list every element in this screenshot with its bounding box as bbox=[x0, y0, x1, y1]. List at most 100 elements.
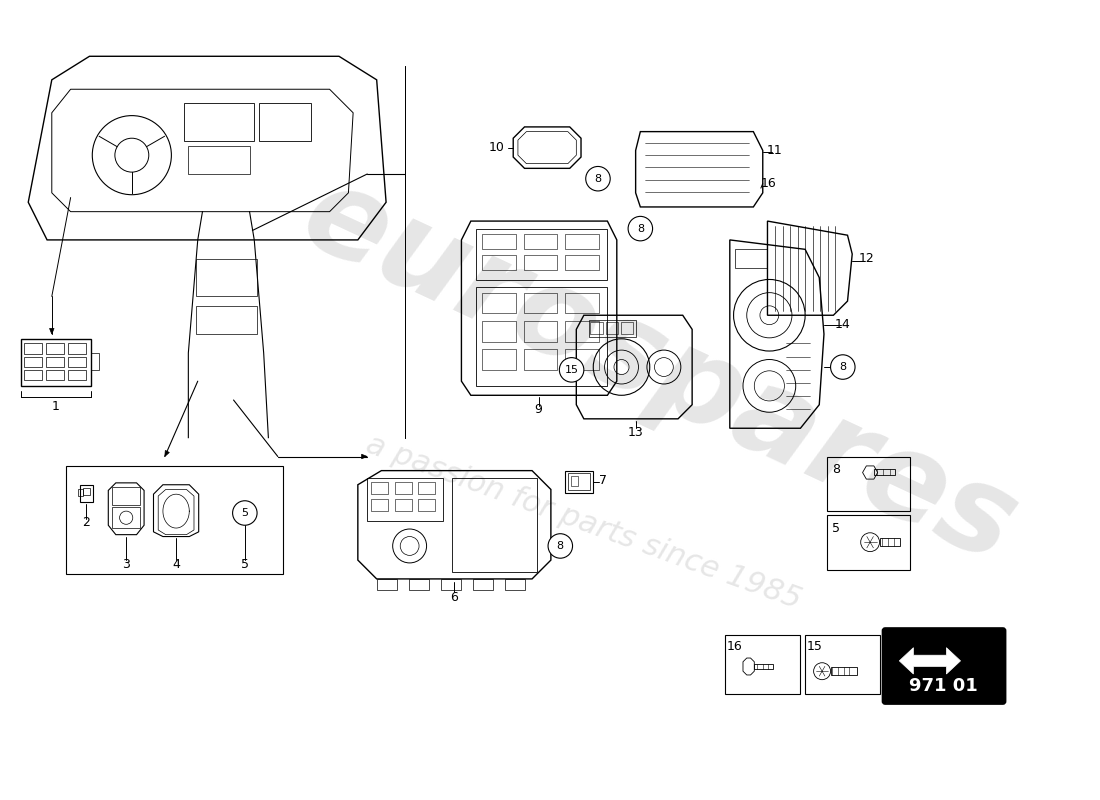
Bar bbox=[258, 103, 311, 141]
Circle shape bbox=[232, 501, 257, 526]
Text: 16: 16 bbox=[727, 640, 742, 654]
Text: eurospares: eurospares bbox=[284, 155, 1034, 588]
Bar bbox=[482, 321, 516, 342]
Bar bbox=[112, 486, 141, 506]
Text: 9: 9 bbox=[535, 403, 542, 416]
Bar bbox=[620, 322, 632, 334]
Text: 8: 8 bbox=[839, 362, 846, 372]
Text: 8: 8 bbox=[594, 174, 602, 184]
Circle shape bbox=[628, 216, 652, 241]
Circle shape bbox=[560, 358, 584, 382]
Bar bbox=[565, 321, 598, 342]
Bar bbox=[91, 353, 99, 370]
Bar bbox=[68, 370, 86, 380]
Bar bbox=[588, 320, 636, 337]
Bar bbox=[196, 258, 257, 297]
Bar bbox=[827, 457, 910, 511]
Bar bbox=[24, 343, 43, 354]
Bar bbox=[830, 667, 857, 675]
Bar bbox=[482, 349, 516, 370]
Bar bbox=[21, 338, 91, 386]
Text: 5: 5 bbox=[241, 508, 249, 518]
Bar bbox=[46, 343, 64, 354]
Text: 4: 4 bbox=[173, 558, 180, 571]
Bar bbox=[395, 499, 411, 511]
Bar bbox=[827, 515, 910, 570]
Bar bbox=[565, 293, 598, 314]
Bar bbox=[482, 234, 516, 250]
Bar bbox=[735, 250, 768, 268]
Bar bbox=[482, 255, 516, 270]
Bar bbox=[565, 470, 593, 494]
Text: 1: 1 bbox=[52, 400, 59, 413]
Bar bbox=[188, 146, 250, 174]
Text: 7: 7 bbox=[598, 474, 607, 486]
Text: a passion for parts since 1985: a passion for parts since 1985 bbox=[362, 430, 805, 615]
Bar bbox=[565, 349, 598, 370]
Bar bbox=[524, 321, 558, 342]
Bar bbox=[46, 357, 64, 367]
Polygon shape bbox=[165, 450, 169, 457]
Circle shape bbox=[585, 166, 611, 191]
Polygon shape bbox=[900, 648, 960, 674]
Bar bbox=[82, 487, 90, 495]
Text: 15: 15 bbox=[806, 640, 823, 654]
Bar bbox=[68, 357, 86, 367]
Bar bbox=[524, 293, 558, 314]
Bar bbox=[505, 579, 526, 590]
Bar bbox=[376, 579, 397, 590]
Bar bbox=[196, 306, 257, 334]
Text: 6: 6 bbox=[450, 591, 458, 604]
Text: 13: 13 bbox=[628, 426, 643, 439]
Bar bbox=[565, 255, 598, 270]
Bar bbox=[605, 322, 618, 334]
Bar bbox=[568, 474, 591, 490]
Text: 11: 11 bbox=[767, 144, 782, 157]
Bar bbox=[367, 478, 442, 521]
Text: 12: 12 bbox=[858, 252, 874, 266]
Text: 5: 5 bbox=[833, 522, 840, 534]
Bar bbox=[482, 293, 516, 314]
Bar bbox=[24, 357, 43, 367]
Bar bbox=[78, 489, 82, 496]
Text: 8: 8 bbox=[557, 541, 564, 551]
Circle shape bbox=[830, 354, 855, 379]
Bar bbox=[46, 370, 64, 380]
Bar bbox=[371, 499, 388, 511]
Bar bbox=[112, 507, 141, 528]
Text: 5: 5 bbox=[241, 558, 249, 571]
Text: 8: 8 bbox=[637, 224, 644, 234]
Bar bbox=[418, 499, 436, 511]
Bar bbox=[371, 482, 388, 494]
Bar bbox=[395, 482, 411, 494]
Bar bbox=[184, 103, 254, 141]
Bar bbox=[873, 469, 894, 475]
Text: 10: 10 bbox=[488, 141, 504, 154]
Bar bbox=[452, 478, 537, 572]
FancyBboxPatch shape bbox=[882, 628, 1005, 704]
Bar bbox=[725, 635, 801, 694]
Bar bbox=[418, 482, 436, 494]
Bar bbox=[591, 322, 603, 334]
Bar bbox=[66, 466, 283, 574]
Bar bbox=[805, 635, 880, 694]
Circle shape bbox=[548, 534, 572, 558]
Bar bbox=[24, 370, 43, 380]
Text: 14: 14 bbox=[835, 318, 850, 331]
Text: 16: 16 bbox=[760, 177, 777, 190]
Polygon shape bbox=[362, 454, 367, 458]
Bar bbox=[524, 349, 558, 370]
Text: 15: 15 bbox=[564, 365, 579, 375]
Bar bbox=[475, 287, 607, 386]
Bar bbox=[473, 579, 494, 590]
Bar bbox=[880, 538, 900, 546]
Bar bbox=[475, 229, 607, 281]
Bar bbox=[524, 255, 558, 270]
Bar bbox=[68, 343, 86, 354]
Bar bbox=[755, 664, 773, 670]
Bar bbox=[441, 579, 461, 590]
Bar bbox=[409, 579, 429, 590]
Text: 2: 2 bbox=[81, 516, 89, 529]
Bar bbox=[571, 476, 579, 486]
Text: 971 01: 971 01 bbox=[910, 678, 978, 695]
